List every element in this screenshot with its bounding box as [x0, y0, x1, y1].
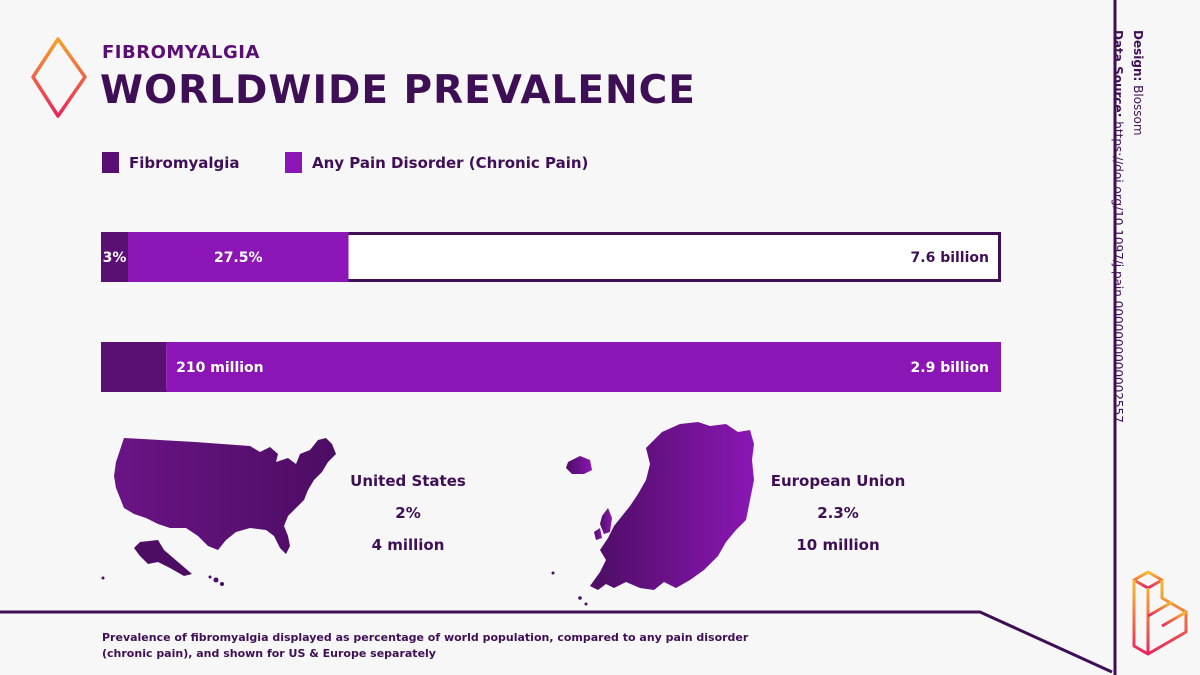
footer-note: Prevalence of fibromyalgia displayed as …	[102, 631, 749, 660]
united-states-map	[101, 438, 336, 586]
bar-total-label: 7.6 billion	[911, 250, 989, 266]
region-percent-eu: 2.3%	[817, 504, 859, 522]
bar-data-label: 27.5%	[214, 250, 263, 266]
credit-design-label: Design:	[1131, 30, 1145, 82]
region-percent-us: 2%	[395, 504, 421, 522]
bar-data-label: 210 million	[176, 360, 263, 376]
bar-segment-fibromyalgia	[101, 342, 167, 392]
credit-design-value: Blossom	[1131, 85, 1145, 136]
credit-source-link[interactable]: https://doi.org/10.1097/j.pain.000000000…	[1111, 121, 1125, 423]
european-union-map	[551, 422, 754, 606]
region-count-us: 4 million	[371, 536, 445, 554]
page-subtitle: FIBROMYALGIA	[102, 42, 260, 63]
stacked-bar-chart: 3% 27.5% 7.6 billion 210 million 2.9 billion	[101, 232, 1001, 392]
bar-data-label: 2.9 billion	[911, 360, 989, 376]
brand-logo-icon	[1132, 570, 1188, 656]
credit-source-label: Data Source:	[1111, 30, 1125, 118]
region-count-eu: 10 million	[796, 536, 880, 554]
region-name-eu: European Union	[770, 472, 906, 490]
legend-item-fibromyalgia: Fibromyalgia	[102, 152, 240, 173]
credits-panel: Design: Blossom Data Source: https://doi…	[1111, 30, 1148, 430]
bar-data-label: 3%	[103, 250, 127, 266]
bar-segment-pain-disorder	[128, 232, 349, 282]
legend-item-pain-disorder: Any Pain Disorder (Chronic Pain)	[285, 152, 588, 173]
region-name-us: United States	[350, 472, 466, 490]
legend-swatch-fibromyalgia	[102, 152, 119, 173]
bar-segment-pain-disorder	[166, 342, 1001, 392]
credit-design: Design: Blossom	[1128, 30, 1148, 423]
credit-source: Data Source: https://doi.org/10.1097/j.p…	[1108, 30, 1128, 423]
legend-label: Fibromyalgia	[129, 153, 240, 172]
page-title: WORLDWIDE PREVALENCE	[100, 68, 696, 113]
legend-swatch-pain-disorder	[285, 152, 302, 173]
legend-label: Any Pain Disorder (Chronic Pain)	[312, 153, 589, 172]
bar-segment-fibromyalgia	[101, 232, 128, 282]
diamond-logo-icon	[31, 37, 87, 118]
